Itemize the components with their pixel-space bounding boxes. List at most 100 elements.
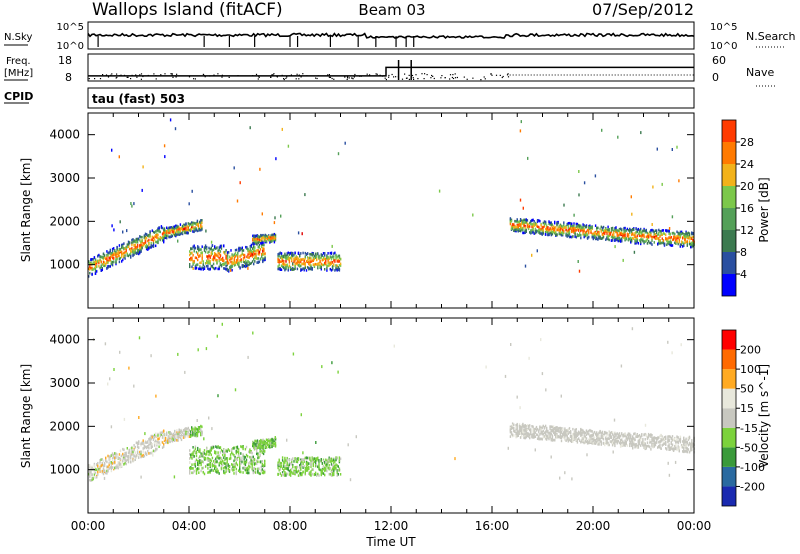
data-cell (206, 261, 208, 265)
data-cell (219, 451, 222, 454)
nave-dot (424, 73, 426, 75)
data-cell (337, 254, 339, 258)
data-cell (524, 436, 526, 440)
data-cell (142, 455, 144, 458)
data-cell (252, 469, 254, 473)
data-cell (255, 446, 257, 450)
data-cell (251, 255, 254, 258)
data-cell (327, 255, 329, 259)
data-cell (304, 456, 306, 460)
data-cell (109, 457, 111, 461)
data-cell (338, 469, 341, 472)
data-cell (118, 465, 121, 468)
data-cell (652, 185, 654, 189)
data-cell (199, 455, 201, 458)
data-cell (679, 245, 682, 248)
data-cell (516, 422, 518, 426)
data-cell (321, 253, 324, 257)
data-cell (127, 458, 130, 461)
data-cell (234, 255, 237, 258)
data-cell (168, 436, 170, 440)
nave-dot (155, 75, 157, 77)
data-cell (113, 228, 115, 232)
data-cell (210, 449, 212, 452)
data-cell (171, 439, 174, 443)
data-cell (90, 466, 92, 469)
data-cell (132, 452, 134, 456)
data-cell (118, 155, 120, 159)
data-cell (136, 445, 139, 449)
data-cell (153, 235, 156, 238)
data-cell (294, 469, 296, 473)
data-cell (294, 267, 296, 270)
data-cell (291, 458, 293, 462)
data-cell (202, 466, 204, 470)
data-cell (518, 423, 521, 426)
data-cell (187, 222, 189, 225)
data-cell (107, 465, 109, 469)
data-cell (523, 425, 525, 429)
data-cell (264, 469, 266, 473)
data-cell (293, 268, 295, 271)
data-cell (581, 428, 583, 432)
data-cell (328, 262, 330, 266)
data-cell (262, 469, 265, 473)
data-cell (313, 254, 316, 258)
data-cell (167, 435, 169, 439)
data-cell (147, 246, 149, 249)
nave-dot (170, 73, 172, 75)
data-cell (254, 462, 257, 465)
data-cell (172, 226, 175, 229)
data-cell (319, 266, 321, 269)
data-cell (548, 220, 550, 223)
data-cell (582, 429, 584, 433)
data-cell (552, 425, 555, 428)
data-cell (208, 250, 210, 254)
data-cell (102, 256, 105, 259)
data-cell (630, 241, 632, 244)
data-cell (171, 438, 174, 441)
data-cell (153, 231, 156, 234)
data-cell (326, 462, 328, 466)
data-cell (194, 426, 196, 430)
data-cell (187, 227, 189, 231)
data-cell (98, 467, 100, 471)
data-cell (200, 228, 202, 232)
data-cell (289, 266, 292, 269)
data-cell (271, 438, 273, 441)
data-cell (261, 255, 263, 258)
data-cell (510, 432, 513, 436)
data-cell (310, 470, 312, 473)
freq-right-bottom-tick: 0 (712, 71, 719, 84)
data-cell (561, 432, 564, 436)
data-cell (573, 231, 575, 234)
nave-dot (213, 74, 215, 76)
data-cell (88, 472, 90, 476)
data-cell (556, 222, 558, 225)
data-cell (567, 428, 569, 431)
data-cell (248, 450, 250, 454)
data-cell (335, 257, 337, 260)
data-cell (519, 436, 522, 439)
data-cell (598, 232, 600, 235)
data-cell (119, 449, 122, 453)
data-cell (151, 435, 153, 439)
data-cell (225, 264, 227, 268)
data-cell (193, 469, 195, 473)
data-cell (568, 427, 571, 430)
data-cell (274, 441, 277, 445)
data-cell (271, 236, 273, 239)
data-cell (132, 238, 134, 241)
data-cell (150, 446, 152, 449)
data-cell (102, 467, 105, 471)
data-cell (571, 222, 573, 226)
data-cell (295, 470, 297, 474)
data-cell (178, 233, 180, 236)
data-cell (209, 256, 211, 260)
data-cell (659, 240, 661, 244)
data-cell (568, 233, 571, 236)
data-cell (215, 266, 217, 270)
data-cell (262, 452, 265, 456)
data-cell (234, 465, 236, 468)
